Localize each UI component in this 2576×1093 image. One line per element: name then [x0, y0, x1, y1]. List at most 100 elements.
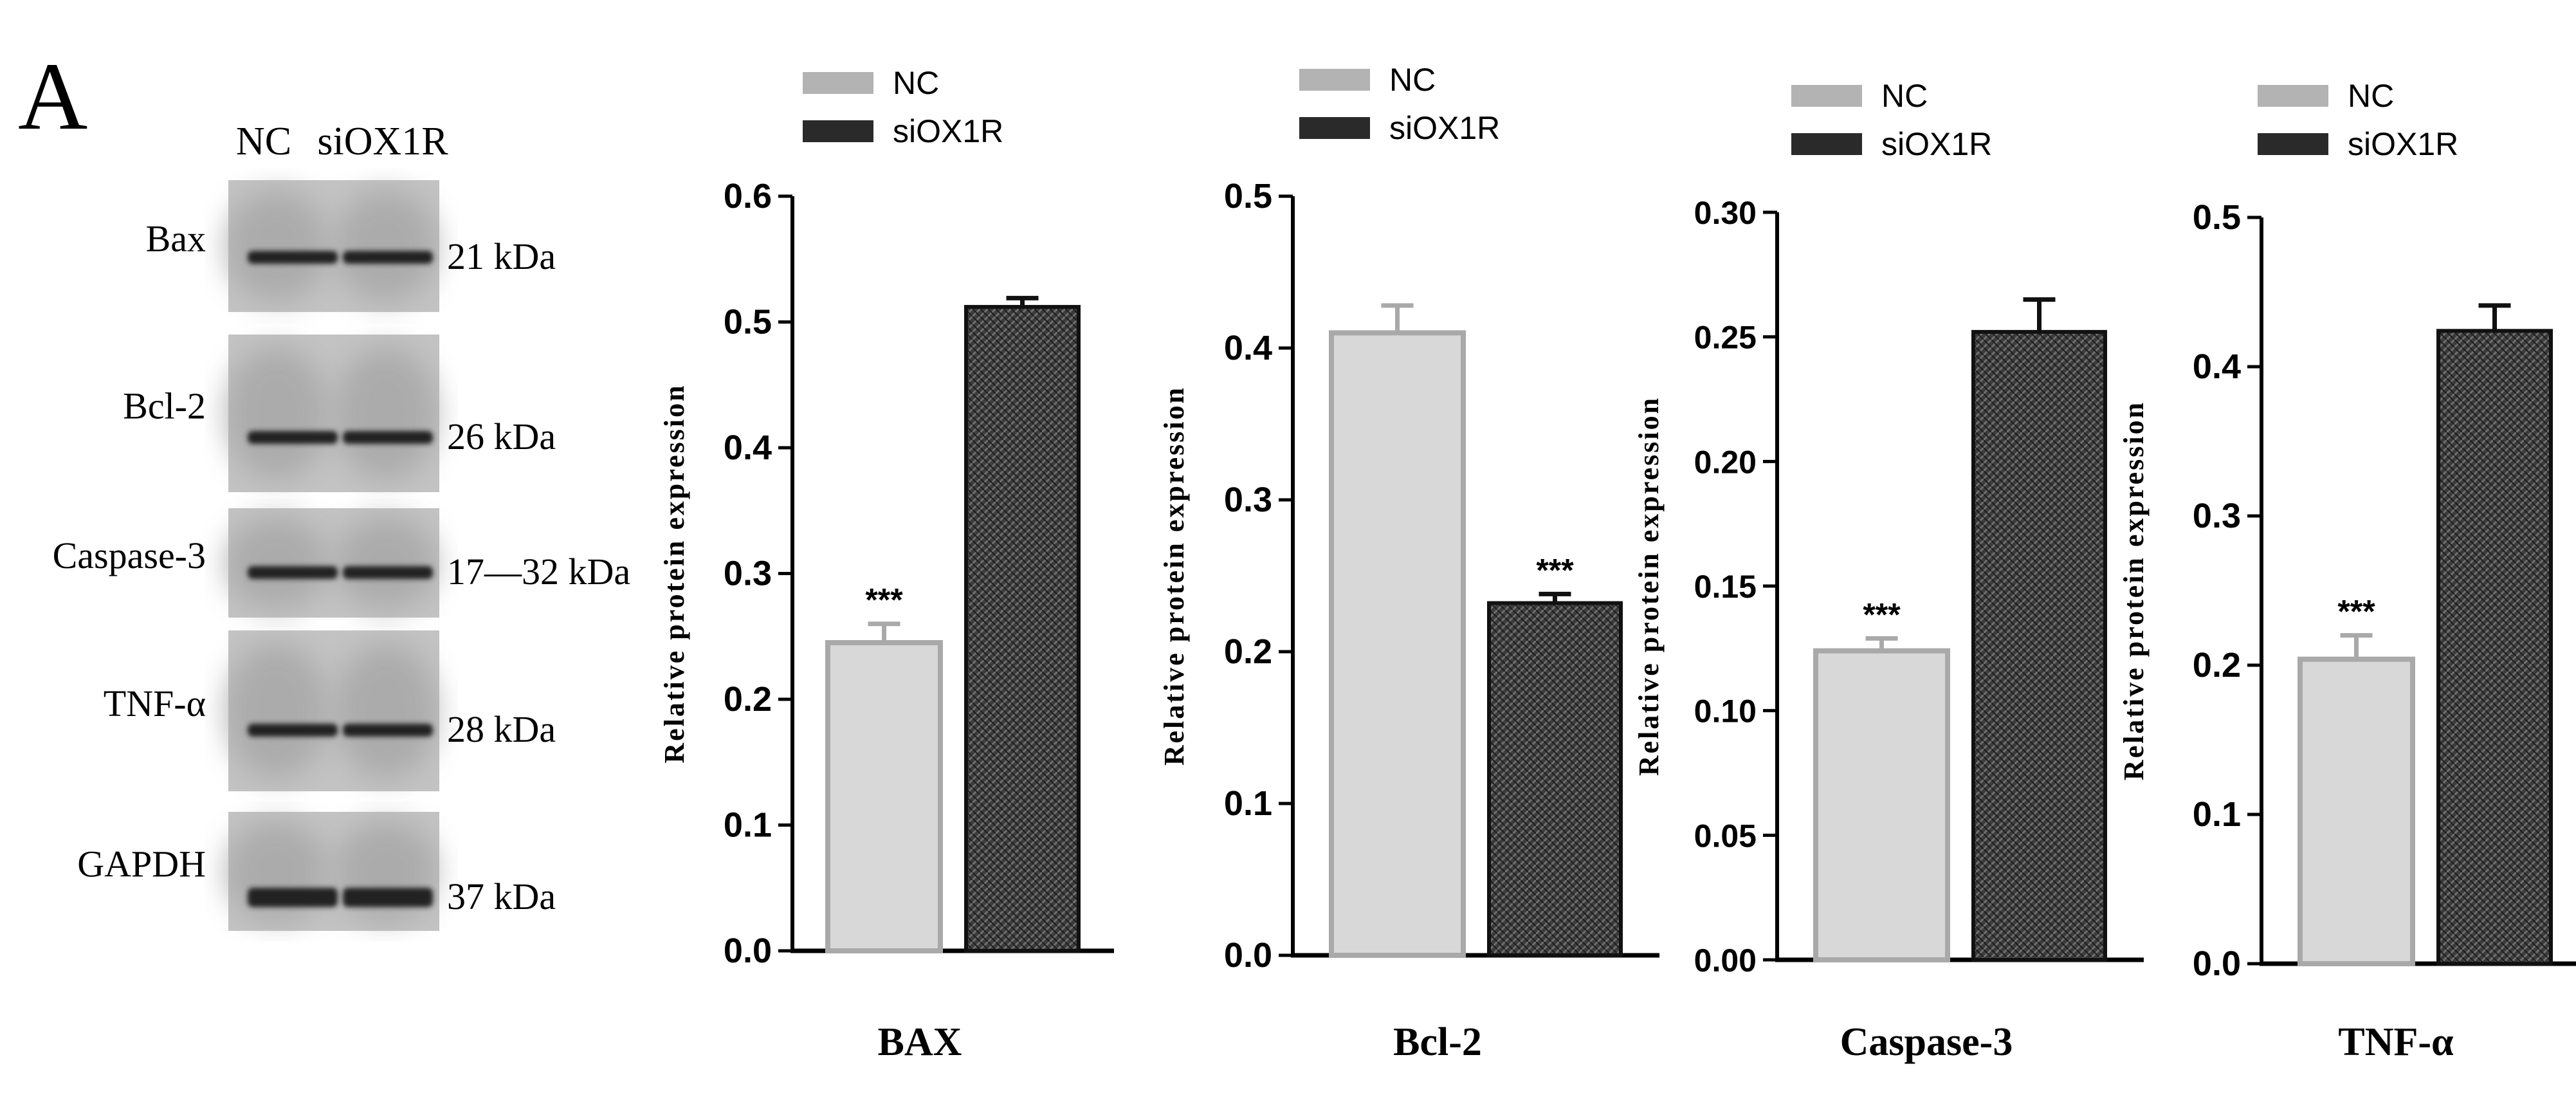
y-tick-label: 0.05: [1694, 818, 1757, 854]
blot-band-si: [343, 251, 433, 264]
blot-size-label: 37 kDa: [447, 876, 556, 917]
blot-size-label: 17—32 kDa: [447, 551, 630, 592]
chart-3: NC siOX1R 0.00 0.05 0.10 0.15 0.20 0.25 0.30 Rela…: [1633, 78, 2144, 1064]
legend-label: siOX1R: [893, 113, 1003, 149]
lane-label-nc: NC: [236, 120, 291, 163]
blot-protein-label: Bax: [146, 218, 206, 260]
blot-band-nc: [248, 888, 338, 907]
significance-label: ***: [1863, 596, 1901, 632]
y-tick-label: 0.00: [1694, 942, 1757, 978]
y-tick-label: 0.4: [1224, 329, 1272, 367]
legend-swatch-si: [2258, 133, 2328, 155]
chart-legend: NC siOX1R: [1299, 62, 1500, 146]
legend-swatch-nc: [803, 72, 873, 94]
chart-legend: NC siOX1R: [1791, 78, 1992, 162]
chart-legend: NC siOX1R: [2258, 78, 2458, 162]
blot-band-si: [343, 431, 433, 444]
bar-siox1r: [964, 305, 1081, 953]
y-tick-label: 0.2: [1224, 632, 1272, 671]
blot-protein-label: GAPDH: [77, 843, 206, 885]
y-axis-label: Relative protein expression: [2118, 401, 2150, 780]
panel-letter: A: [18, 43, 87, 150]
y-axis-label: Relative protein expression: [1633, 396, 1665, 776]
bar-siox1r: [1487, 601, 1623, 957]
legend-label: siOX1R: [1389, 110, 1500, 146]
x-axis-label: TNF-α: [2338, 1020, 2453, 1064]
bar-nc: [1329, 330, 1466, 958]
y-tick-label: 0.1: [1224, 784, 1272, 823]
blot-band-nc: [248, 431, 338, 444]
chart-4: NC siOX1R 0.0 0.1 0.2 0.3 0.4 0.5 Relative prote…: [2118, 78, 2576, 1064]
y-tick-label: 0.30: [1694, 195, 1757, 231]
y-tick-label: 0.6: [724, 177, 772, 216]
blot-smear: [334, 190, 437, 302]
blot-size-label: 26 kDa: [447, 416, 556, 457]
y-tick-label: 0.15: [1694, 569, 1757, 605]
bar-nc: [2297, 656, 2415, 966]
blot-band-si: [343, 566, 433, 579]
y-tick-label: 0.0: [2193, 944, 2241, 983]
y-tick-label: 0.4: [2193, 347, 2241, 386]
legend-label: NC: [893, 65, 939, 101]
y-tick-label: 0.3: [724, 555, 772, 593]
y-tick-label: 0.2: [2193, 646, 2241, 684]
legend-swatch-nc: [1791, 85, 1862, 107]
legend-swatch-nc: [2258, 85, 2328, 107]
x-axis-label: BAX: [878, 1020, 962, 1064]
blot-band-nc: [248, 566, 338, 579]
legend-swatch-nc: [1299, 69, 1370, 91]
y-tick-label: 0.1: [724, 806, 772, 845]
blot-row: Bax 21 kDa: [146, 180, 556, 312]
y-tick-label: 0.1: [2193, 795, 2241, 834]
legend-label: NC: [1389, 62, 1436, 98]
y-axis-label: Relative protein expression: [1158, 386, 1190, 766]
significance-label: ***: [2337, 594, 2375, 630]
blot-protein-label: Caspase-3: [53, 535, 206, 576]
blot-smear: [225, 190, 328, 302]
y-tick-label: 0.3: [1224, 481, 1272, 519]
y-tick-label: 0.2: [724, 680, 772, 719]
blot-smear: [334, 347, 437, 480]
bar-nc: [1813, 648, 1950, 962]
legend-swatch-si: [1299, 117, 1370, 139]
bar-nc: [825, 640, 943, 954]
blot-smear: [225, 347, 328, 480]
blot-size-label: 21 kDa: [447, 235, 556, 277]
x-axis-label: Bcl-2: [1393, 1020, 1482, 1064]
y-tick-label: 0.5: [724, 303, 772, 342]
blot-band-nc: [248, 724, 338, 737]
legend-label: siOX1R: [1881, 126, 1992, 162]
y-tick-label: 0.0: [724, 932, 772, 970]
y-tick-label: 0.5: [2193, 198, 2241, 237]
legend-swatch-si: [1791, 133, 1862, 155]
legend-label: siOX1R: [2348, 126, 2458, 162]
y-axis-label: Relative protein expression: [659, 383, 690, 763]
blot-band-nc: [248, 251, 338, 264]
y-tick-label: 0.20: [1694, 444, 1757, 480]
chart-2: NC siOX1R 0.0 0.1 0.2 0.3 0.4 0.5 Relative prote…: [1158, 62, 1659, 1064]
bar-siox1r: [2436, 329, 2553, 966]
blot-protein-label: TNF-α: [104, 683, 206, 724]
legend-swatch-si: [803, 120, 873, 142]
legend-label: NC: [1881, 78, 1928, 114]
legend-label: NC: [2348, 78, 2394, 114]
blot-row: TNF-α 28 kDa: [104, 630, 556, 791]
chart-legend: NC siOX1R: [803, 65, 1003, 149]
charts: NC siOX1R 0.0 0.1 0.2 0.3 0.4 0.5 0.6 Relative pr…: [659, 62, 2576, 1064]
y-tick-label: 0.4: [724, 428, 772, 467]
western-blot: NC siOX1R Bax 21 kDa Bcl-2 26 kDa Caspase-3 1…: [53, 120, 630, 931]
blot-smear: [225, 643, 328, 778]
blot-row: Bcl-2 26 kDa: [123, 335, 556, 492]
blot-protein-label: Bcl-2: [123, 385, 206, 427]
blot-row: Caspase-3 17—32 kDa: [53, 508, 630, 618]
blot-row: GAPDH 37 kDa: [77, 812, 556, 931]
chart-1: NC siOX1R 0.0 0.1 0.2 0.3 0.4 0.5 0.6 Relative pr…: [659, 65, 1114, 1064]
blot-band-si: [343, 724, 433, 737]
x-axis-label: Caspase-3: [1840, 1020, 2013, 1064]
blot-size-label: 28 kDa: [447, 708, 556, 750]
blot-smear: [334, 643, 437, 778]
blot-band-si: [343, 888, 433, 907]
y-tick-label: 0.3: [2193, 497, 2241, 535]
bar-siox1r: [1971, 329, 2107, 962]
